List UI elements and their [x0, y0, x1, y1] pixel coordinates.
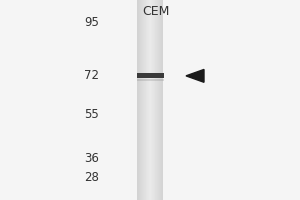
Bar	[136, 73, 164, 76]
Bar	[152, 0, 153, 200]
Bar	[162, 0, 163, 200]
Text: 36: 36	[84, 152, 99, 165]
Bar	[139, 0, 140, 200]
Text: 28: 28	[84, 171, 99, 184]
Text: 72: 72	[84, 69, 99, 82]
Bar	[161, 0, 162, 200]
Bar	[136, 73, 164, 78]
Bar	[158, 0, 159, 200]
Bar	[163, 0, 164, 200]
Bar	[154, 0, 155, 200]
Bar	[137, 0, 138, 200]
Bar	[136, 79, 164, 81]
Bar	[141, 0, 142, 200]
Text: 95: 95	[84, 16, 99, 29]
Text: CEM: CEM	[142, 5, 170, 18]
Bar	[154, 0, 155, 200]
Bar	[153, 0, 154, 200]
Bar	[156, 0, 157, 200]
Bar	[155, 0, 156, 200]
Bar	[136, 0, 137, 200]
Bar	[144, 0, 145, 200]
Polygon shape	[186, 69, 204, 82]
Bar	[142, 0, 143, 200]
Text: 55: 55	[84, 108, 99, 121]
Bar	[151, 0, 152, 200]
Bar	[146, 0, 147, 200]
Bar	[138, 0, 139, 200]
Bar	[160, 0, 161, 200]
Bar	[147, 0, 148, 200]
Bar	[145, 0, 146, 200]
Bar	[159, 0, 160, 200]
Bar	[143, 0, 144, 200]
Bar	[157, 0, 158, 200]
